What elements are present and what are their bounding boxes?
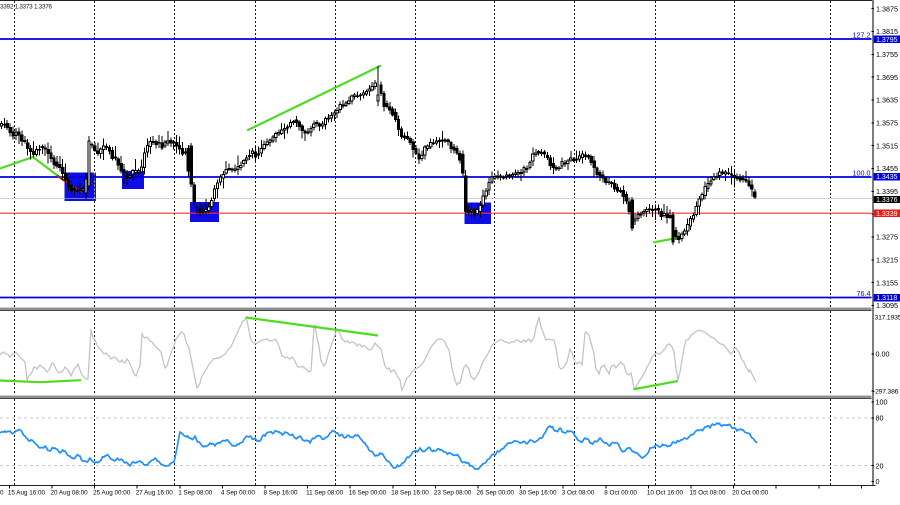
svg-text:20 Aug 08:00: 20 Aug 08:00 (51, 490, 89, 497)
svg-text:1.3275: 1.3275 (876, 233, 898, 242)
svg-text:-297.386: -297.386 (873, 389, 899, 396)
svg-text:0: 0 (0, 490, 4, 497)
svg-text:18 Sep 16:00: 18 Sep 16:00 (391, 490, 429, 497)
svg-text:1 Sep 08:00: 1 Sep 08:00 (178, 490, 212, 497)
svg-text:4 Sep 00:00: 4 Sep 00:00 (221, 490, 255, 497)
svg-text:1.3455: 1.3455 (876, 164, 898, 173)
svg-text:1.3575: 1.3575 (876, 119, 898, 128)
svg-text:1.3875: 1.3875 (876, 4, 898, 13)
svg-text:76.4: 76.4 (857, 289, 871, 298)
svg-text:1.3339: 1.3339 (876, 211, 898, 218)
svg-text:23 Sep 08:00: 23 Sep 08:00 (434, 490, 472, 497)
svg-text:30 Sep 16:00: 30 Sep 16:00 (519, 490, 557, 497)
svg-text:1.3695: 1.3695 (876, 73, 898, 82)
svg-text:1.3635: 1.3635 (876, 96, 898, 105)
svg-text:100.0: 100.0 (853, 168, 871, 177)
svg-text:25 Aug 00:00: 25 Aug 00:00 (93, 490, 131, 497)
svg-text:8 Sep 16:00: 8 Sep 16:00 (264, 490, 298, 497)
svg-text:1.3118: 1.3118 (876, 295, 897, 302)
svg-text:27 Aug 16:00: 27 Aug 16:00 (136, 490, 174, 497)
svg-text:80: 80 (876, 414, 884, 423)
svg-text:15 Aug 16:00: 15 Aug 16:00 (8, 490, 46, 497)
svg-text:1.3515: 1.3515 (876, 141, 898, 150)
svg-text:1.3395: 1.3395 (876, 187, 898, 196)
svg-text:10 Oct 16:00: 10 Oct 16:00 (647, 490, 684, 497)
svg-text:127.2: 127.2 (853, 30, 871, 39)
svg-text:1.3755: 1.3755 (876, 50, 898, 59)
svg-text:0.00: 0.00 (876, 350, 890, 359)
svg-text:20: 20 (876, 461, 884, 470)
svg-text:1.3435: 1.3435 (876, 174, 898, 181)
svg-text:3 Oct 08:00: 3 Oct 08:00 (562, 490, 595, 497)
svg-text:15 Oct 08:00: 15 Oct 08:00 (690, 490, 727, 497)
svg-text:1.3376: 1.3376 (876, 197, 898, 204)
svg-text:100: 100 (876, 398, 888, 407)
svg-text:1.3795: 1.3795 (876, 37, 898, 44)
svg-text:1.3215: 1.3215 (876, 256, 898, 265)
svg-text:26 Sep 00:00: 26 Sep 00:00 (477, 490, 515, 497)
svg-text:0: 0 (876, 477, 880, 486)
svg-text:317.1935: 317.1935 (875, 315, 900, 322)
svg-text:3392 1.3373 1.3376: 3392 1.3373 1.3376 (0, 4, 53, 11)
svg-text:8 Oct 00:00: 8 Oct 00:00 (604, 490, 637, 497)
svg-text:11 Sep 08:00: 11 Sep 08:00 (306, 490, 343, 497)
svg-text:20 Oct 00:00: 20 Oct 00:00 (732, 490, 769, 497)
svg-text:1.3095: 1.3095 (876, 301, 898, 310)
svg-text:1.3155: 1.3155 (876, 278, 898, 287)
svg-text:16 Sep 00:00: 16 Sep 00:00 (349, 490, 387, 497)
svg-text:1.3815: 1.3815 (876, 27, 898, 36)
